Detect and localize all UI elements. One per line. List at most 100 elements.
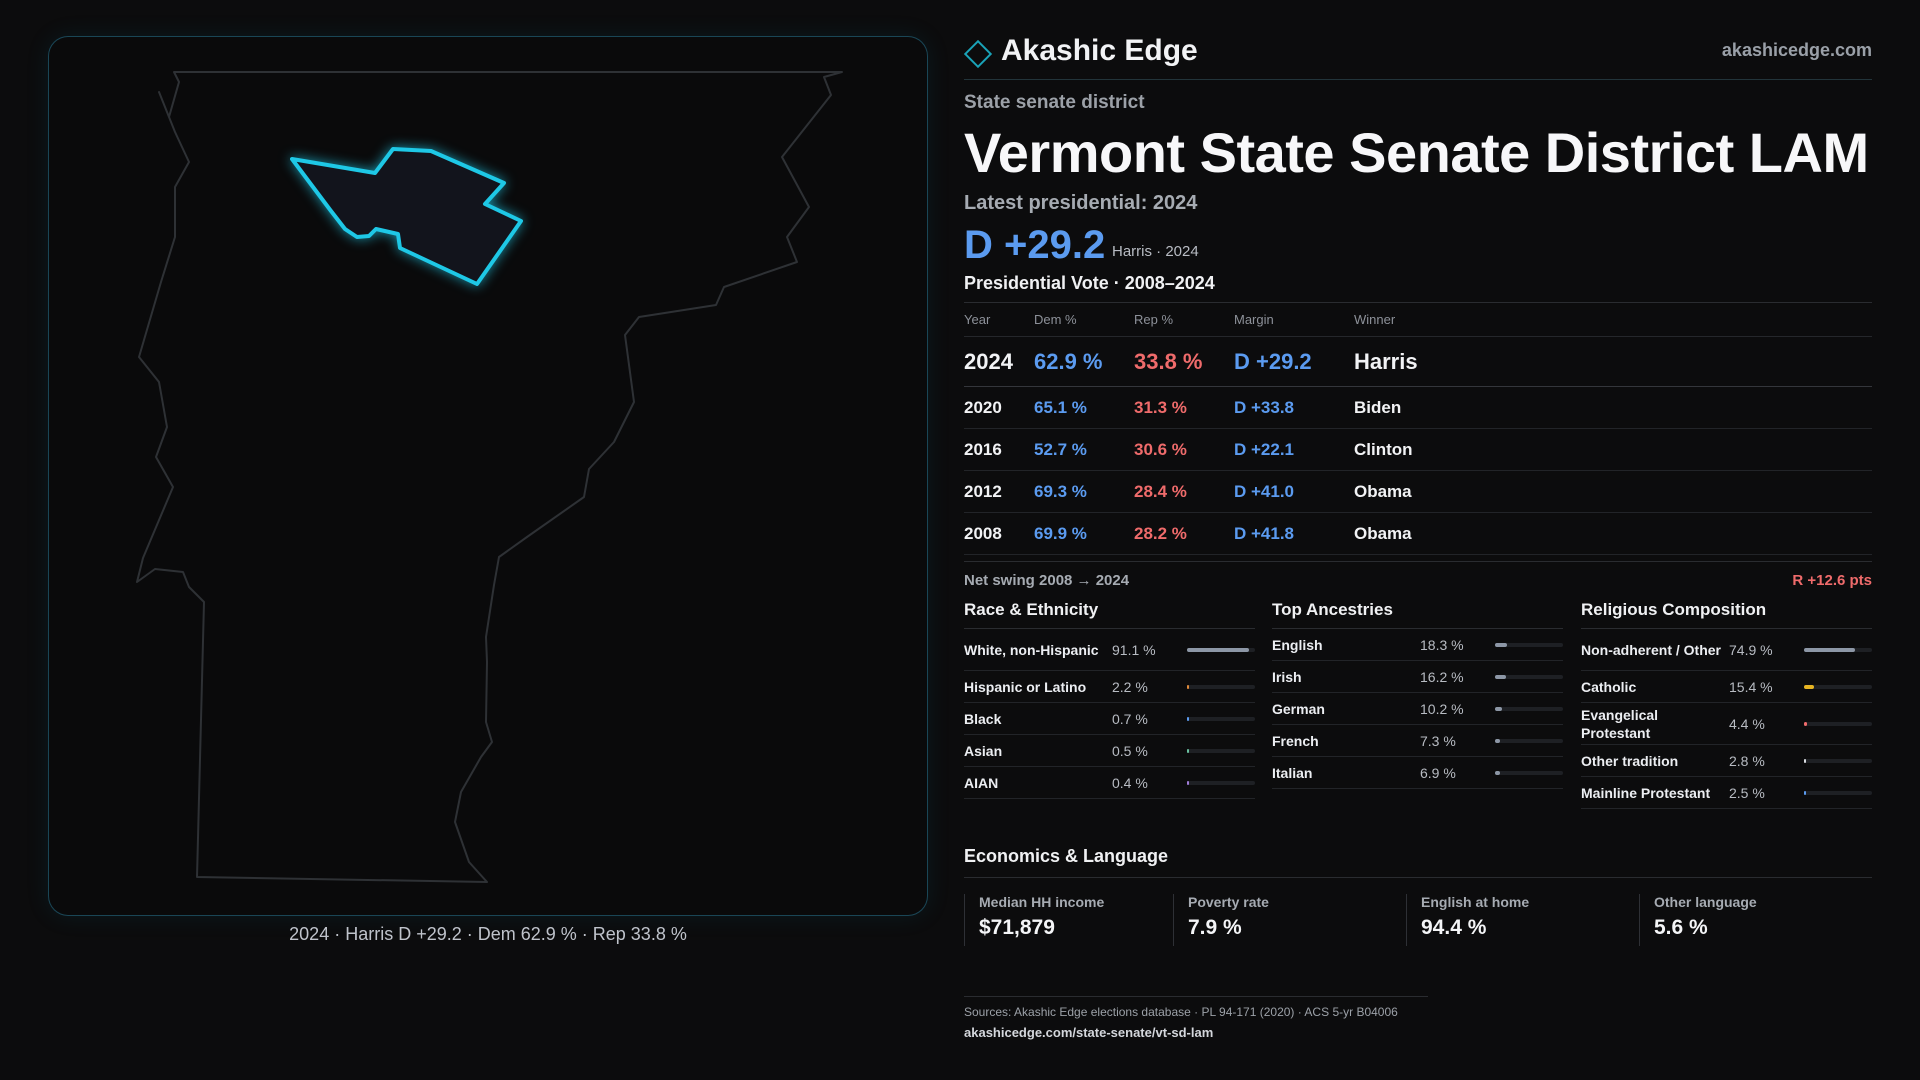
item-pct: 7.3 % bbox=[1420, 732, 1456, 749]
stat-value: 94.4 % bbox=[1421, 916, 1487, 939]
list-item: Italian 6.9 % bbox=[1272, 757, 1563, 789]
row-year: 2020 bbox=[964, 386, 1034, 430]
map-panel[interactable] bbox=[48, 36, 928, 916]
item-pct: 4.4 % bbox=[1729, 715, 1765, 732]
row-year: 2024 bbox=[964, 336, 1034, 388]
brand-url[interactable]: akashicedge.com bbox=[1721, 40, 1872, 60]
item-bar-fill bbox=[1187, 684, 1189, 689]
item-bar-fill bbox=[1187, 748, 1189, 753]
row-rep: 31.3 % bbox=[1134, 386, 1234, 430]
item-name: Italian bbox=[1272, 764, 1313, 781]
item-bar-fill bbox=[1495, 706, 1502, 711]
item-bar-fill bbox=[1495, 770, 1500, 775]
item-bar-fill bbox=[1495, 674, 1507, 679]
item-pct: 15.4 % bbox=[1729, 678, 1773, 695]
state-map[interactable] bbox=[49, 37, 928, 916]
votes-header-row: Year Dem % Rep % Margin Winner bbox=[964, 302, 1872, 338]
race-title: Race & Ethnicity bbox=[964, 600, 1255, 629]
district-shape[interactable] bbox=[290, 147, 523, 286]
row-dem: 69.3 % bbox=[1034, 470, 1134, 514]
item-name: AIAN bbox=[964, 774, 999, 791]
stat-median-income: Median HH income $71,879 bbox=[964, 894, 1173, 946]
item-pct: 0.7 % bbox=[1112, 710, 1148, 727]
row-margin: D +22.1 bbox=[1234, 428, 1354, 472]
stat-label: Median HH income bbox=[979, 894, 1105, 910]
item-bar bbox=[1804, 684, 1872, 689]
item-bar bbox=[1187, 684, 1255, 689]
list-item: English 18.3 % bbox=[1272, 629, 1563, 661]
list-item: Catholic 15.4 % bbox=[1581, 671, 1872, 703]
row-rep: 33.8 % bbox=[1134, 336, 1234, 388]
item-bar-fill bbox=[1804, 721, 1807, 726]
item-bar bbox=[1187, 647, 1255, 652]
row-rep: 30.6 % bbox=[1134, 428, 1234, 472]
latest-presidential-label: Latest presidential: 2024 bbox=[964, 191, 1198, 214]
item-pct: 2.8 % bbox=[1729, 752, 1765, 769]
table-row: 2012 69.3 % 28.4 % D +41.0 Obama bbox=[964, 470, 1872, 514]
list-item: Asian 0.5 % bbox=[964, 735, 1255, 767]
item-bar-fill bbox=[1804, 790, 1806, 795]
item-name: Asian bbox=[964, 742, 1003, 759]
source-link[interactable]: akashicedge.com/state-senate/vt-sd-lam bbox=[964, 1025, 1214, 1040]
row-margin: D +29.2 bbox=[1234, 336, 1354, 388]
table-row: 2020 65.1 % 31.3 % D +33.8 Biden bbox=[964, 386, 1872, 430]
row-dem: 65.1 % bbox=[1034, 386, 1134, 430]
item-name: White, non-Hispanic bbox=[964, 641, 1099, 658]
district-kicker: State senate district bbox=[964, 92, 1145, 113]
list-item: AIAN 0.4 % bbox=[964, 767, 1255, 799]
stat-value: $71,879 bbox=[979, 916, 1055, 939]
item-name: French bbox=[1272, 732, 1319, 749]
list-item: Other tradition 2.8 % bbox=[1581, 745, 1872, 777]
item-bar bbox=[1804, 758, 1872, 763]
net-swing-value: R +12.6 pts bbox=[1792, 572, 1872, 590]
item-pct: 6.9 % bbox=[1420, 764, 1456, 781]
list-item: French 7.3 % bbox=[1272, 725, 1563, 757]
row-dem: 52.7 % bbox=[1034, 428, 1134, 472]
row-year: 2016 bbox=[964, 428, 1034, 472]
detail-panel: Akashic Edge akashicedge.com State senat… bbox=[963, 30, 1872, 1040]
economics-section: Economics & Language Median HH income $7… bbox=[964, 846, 1872, 946]
ancestry-title: Top Ancestries bbox=[1272, 600, 1563, 629]
latest-margin-value: D +29.2 bbox=[964, 222, 1106, 267]
item-bar bbox=[1187, 748, 1255, 753]
item-pct: 0.4 % bbox=[1112, 774, 1148, 791]
brand-name[interactable]: Akashic Edge bbox=[1001, 34, 1198, 67]
religion-section: Religious Composition Non-adherent / Oth… bbox=[1581, 600, 1872, 809]
table-row: 2016 52.7 % 30.6 % D +22.1 Clinton bbox=[964, 428, 1872, 472]
item-pct: 91.1 % bbox=[1112, 641, 1156, 658]
row-dem: 62.9 % bbox=[1034, 336, 1134, 388]
col-dem: Dem % bbox=[1034, 302, 1134, 338]
item-name: English bbox=[1272, 636, 1323, 653]
item-bar-fill bbox=[1187, 716, 1189, 721]
item-pct: 16.2 % bbox=[1420, 668, 1464, 685]
stat-english-at-home: English at home 94.4 % bbox=[1406, 894, 1639, 946]
net-swing-label: Net swing 2008 → 2024 bbox=[964, 572, 1130, 590]
latest-margin: D +29.2 Harris · 2024 bbox=[964, 223, 1872, 269]
list-item: Evangelical Protestant 4.4 % bbox=[1581, 703, 1872, 745]
item-bar-fill bbox=[1804, 647, 1855, 652]
net-swing: Net swing 2008 → 2024 R +12.6 pts bbox=[964, 561, 1872, 593]
list-item: Mainline Protestant 2.5 % bbox=[1581, 777, 1872, 809]
table-row: 2024 62.9 % 33.8 % D +29.2 Harris bbox=[964, 336, 1872, 388]
item-name: Irish bbox=[1272, 668, 1302, 685]
row-winner: Obama bbox=[1354, 470, 1872, 514]
list-item: Black 0.7 % bbox=[964, 703, 1255, 735]
item-bar bbox=[1495, 770, 1563, 775]
religion-title: Religious Composition bbox=[1581, 600, 1872, 629]
ancestry-section: Top Ancestries English 18.3 % Irish 16.2… bbox=[1272, 600, 1563, 789]
row-winner: Biden bbox=[1354, 386, 1872, 430]
item-bar-fill bbox=[1804, 758, 1806, 763]
item-name: Hispanic or Latino bbox=[964, 678, 1087, 695]
latest-margin-sub: Harris · 2024 bbox=[1112, 242, 1199, 260]
row-winner: Obama bbox=[1354, 512, 1872, 556]
item-pct: 74.9 % bbox=[1729, 641, 1773, 658]
list-item: Hispanic or Latino 2.2 % bbox=[964, 671, 1255, 703]
sources-footer: Sources: Akashic Edge elections database… bbox=[964, 996, 1428, 1040]
economics-title: Economics & Language bbox=[964, 846, 1872, 878]
sources-text: Sources: Akashic Edge elections database… bbox=[964, 1005, 1398, 1019]
row-rep: 28.2 % bbox=[1134, 512, 1234, 556]
item-bar bbox=[1495, 642, 1563, 647]
stat-poverty-rate: Poverty rate 7.9 % bbox=[1173, 894, 1406, 946]
economics-stats: Median HH income $71,879 Poverty rate 7.… bbox=[964, 894, 1872, 946]
item-bar-fill bbox=[1804, 684, 1815, 689]
